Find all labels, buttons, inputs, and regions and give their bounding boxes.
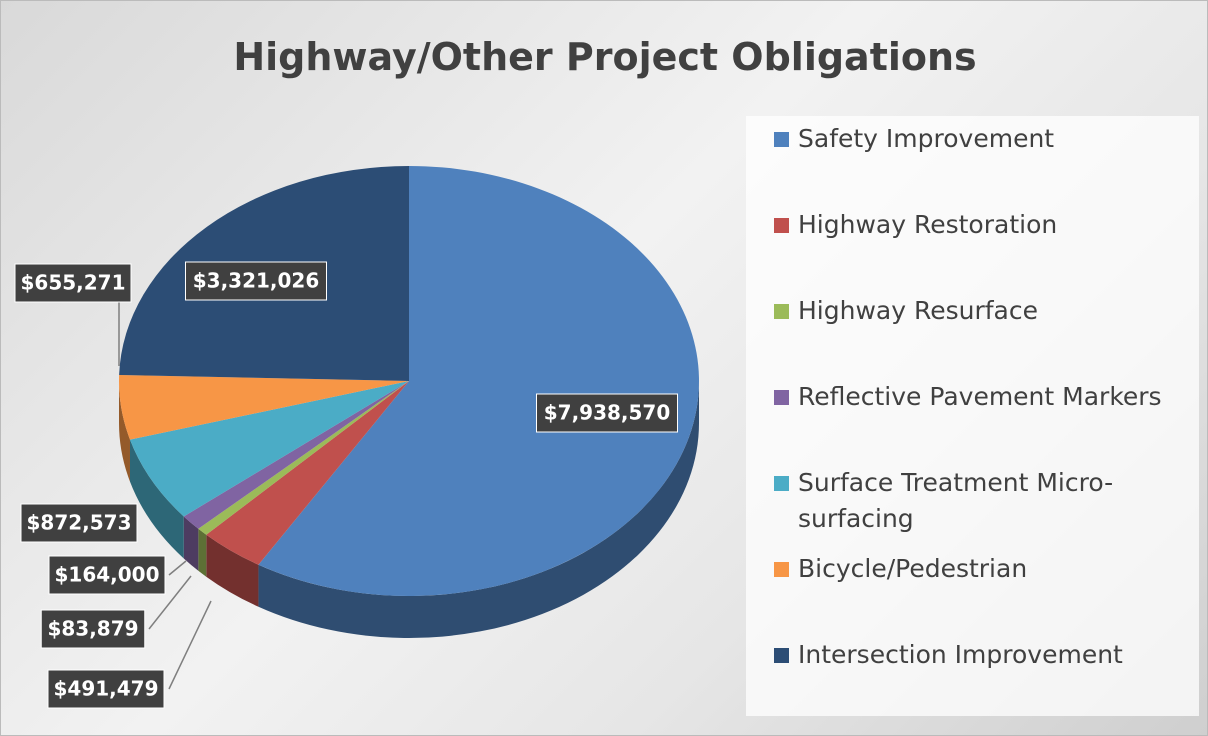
legend-swatch xyxy=(774,562,789,577)
pie-slice-side xyxy=(206,534,259,607)
pie-slice-side xyxy=(258,381,699,638)
legend: Safety Improvement Highway Restoration Hig… xyxy=(746,116,1199,716)
data-label-box xyxy=(47,669,165,709)
pie-slice xyxy=(258,166,700,597)
data-label: $3,321,026 xyxy=(193,269,320,293)
legend-swatch xyxy=(774,648,789,663)
data-label-box xyxy=(48,555,166,595)
legend-label: Surface Treatment Micro-surfacing xyxy=(798,468,1114,533)
pie-slice xyxy=(119,374,409,440)
legend-item: Highway Restoration xyxy=(774,207,1184,243)
pie-slice-side xyxy=(183,516,199,571)
data-label: $872,573 xyxy=(26,511,131,535)
pie-slice xyxy=(198,381,409,535)
pie-slice xyxy=(129,381,409,517)
legend-swatch xyxy=(774,476,789,491)
data-label: $83,879 xyxy=(47,617,138,641)
legend-item: Safety Improvement xyxy=(774,121,1184,157)
legend-swatch xyxy=(774,218,789,233)
chart-title: Highway/Other Project Obligations xyxy=(233,35,977,79)
pie-slice-side xyxy=(198,528,207,577)
legend-label: Bicycle/Pedestrian xyxy=(798,554,1028,583)
leader-line xyxy=(168,600,212,690)
leader-line xyxy=(168,560,187,576)
legend-label: Highway Resurface xyxy=(798,296,1038,325)
data-label: $655,271 xyxy=(20,271,125,295)
data-label: $491,479 xyxy=(53,677,158,701)
legend-item: Highway Resurface xyxy=(774,293,1184,329)
legend-item: Bicycle/Pedestrian xyxy=(774,551,1184,587)
legend-label: Reflective Pavement Markers xyxy=(798,382,1162,411)
data-label-box xyxy=(185,261,327,301)
pie-slice-side xyxy=(129,439,184,559)
legend-label: Intersection Improvement xyxy=(798,640,1123,669)
legend-swatch xyxy=(774,132,789,147)
data-label: $7,938,570 xyxy=(544,401,671,425)
legend-label: Highway Restoration xyxy=(798,210,1058,239)
legend-item: Intersection Improvement xyxy=(774,637,1184,673)
data-label-box xyxy=(14,263,132,303)
data-label-box xyxy=(536,393,678,433)
leader-line xyxy=(148,575,192,630)
legend-item: Reflective Pavement Markers xyxy=(774,379,1184,415)
legend-swatch xyxy=(774,390,789,405)
pie-slice xyxy=(206,381,409,565)
data-label-box xyxy=(40,609,146,649)
legend-swatch xyxy=(774,304,789,319)
legend-item: Surface Treatment Micro-surfacing xyxy=(774,465,1184,537)
data-label: $164,000 xyxy=(54,563,159,587)
pie-slice-side xyxy=(119,381,130,482)
data-label-box xyxy=(20,503,138,543)
legend-label: Safety Improvement xyxy=(798,124,1055,153)
pie-slice xyxy=(183,381,409,529)
